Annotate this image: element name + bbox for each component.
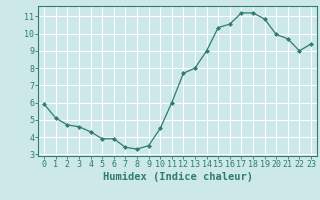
X-axis label: Humidex (Indice chaleur): Humidex (Indice chaleur)	[103, 172, 252, 182]
